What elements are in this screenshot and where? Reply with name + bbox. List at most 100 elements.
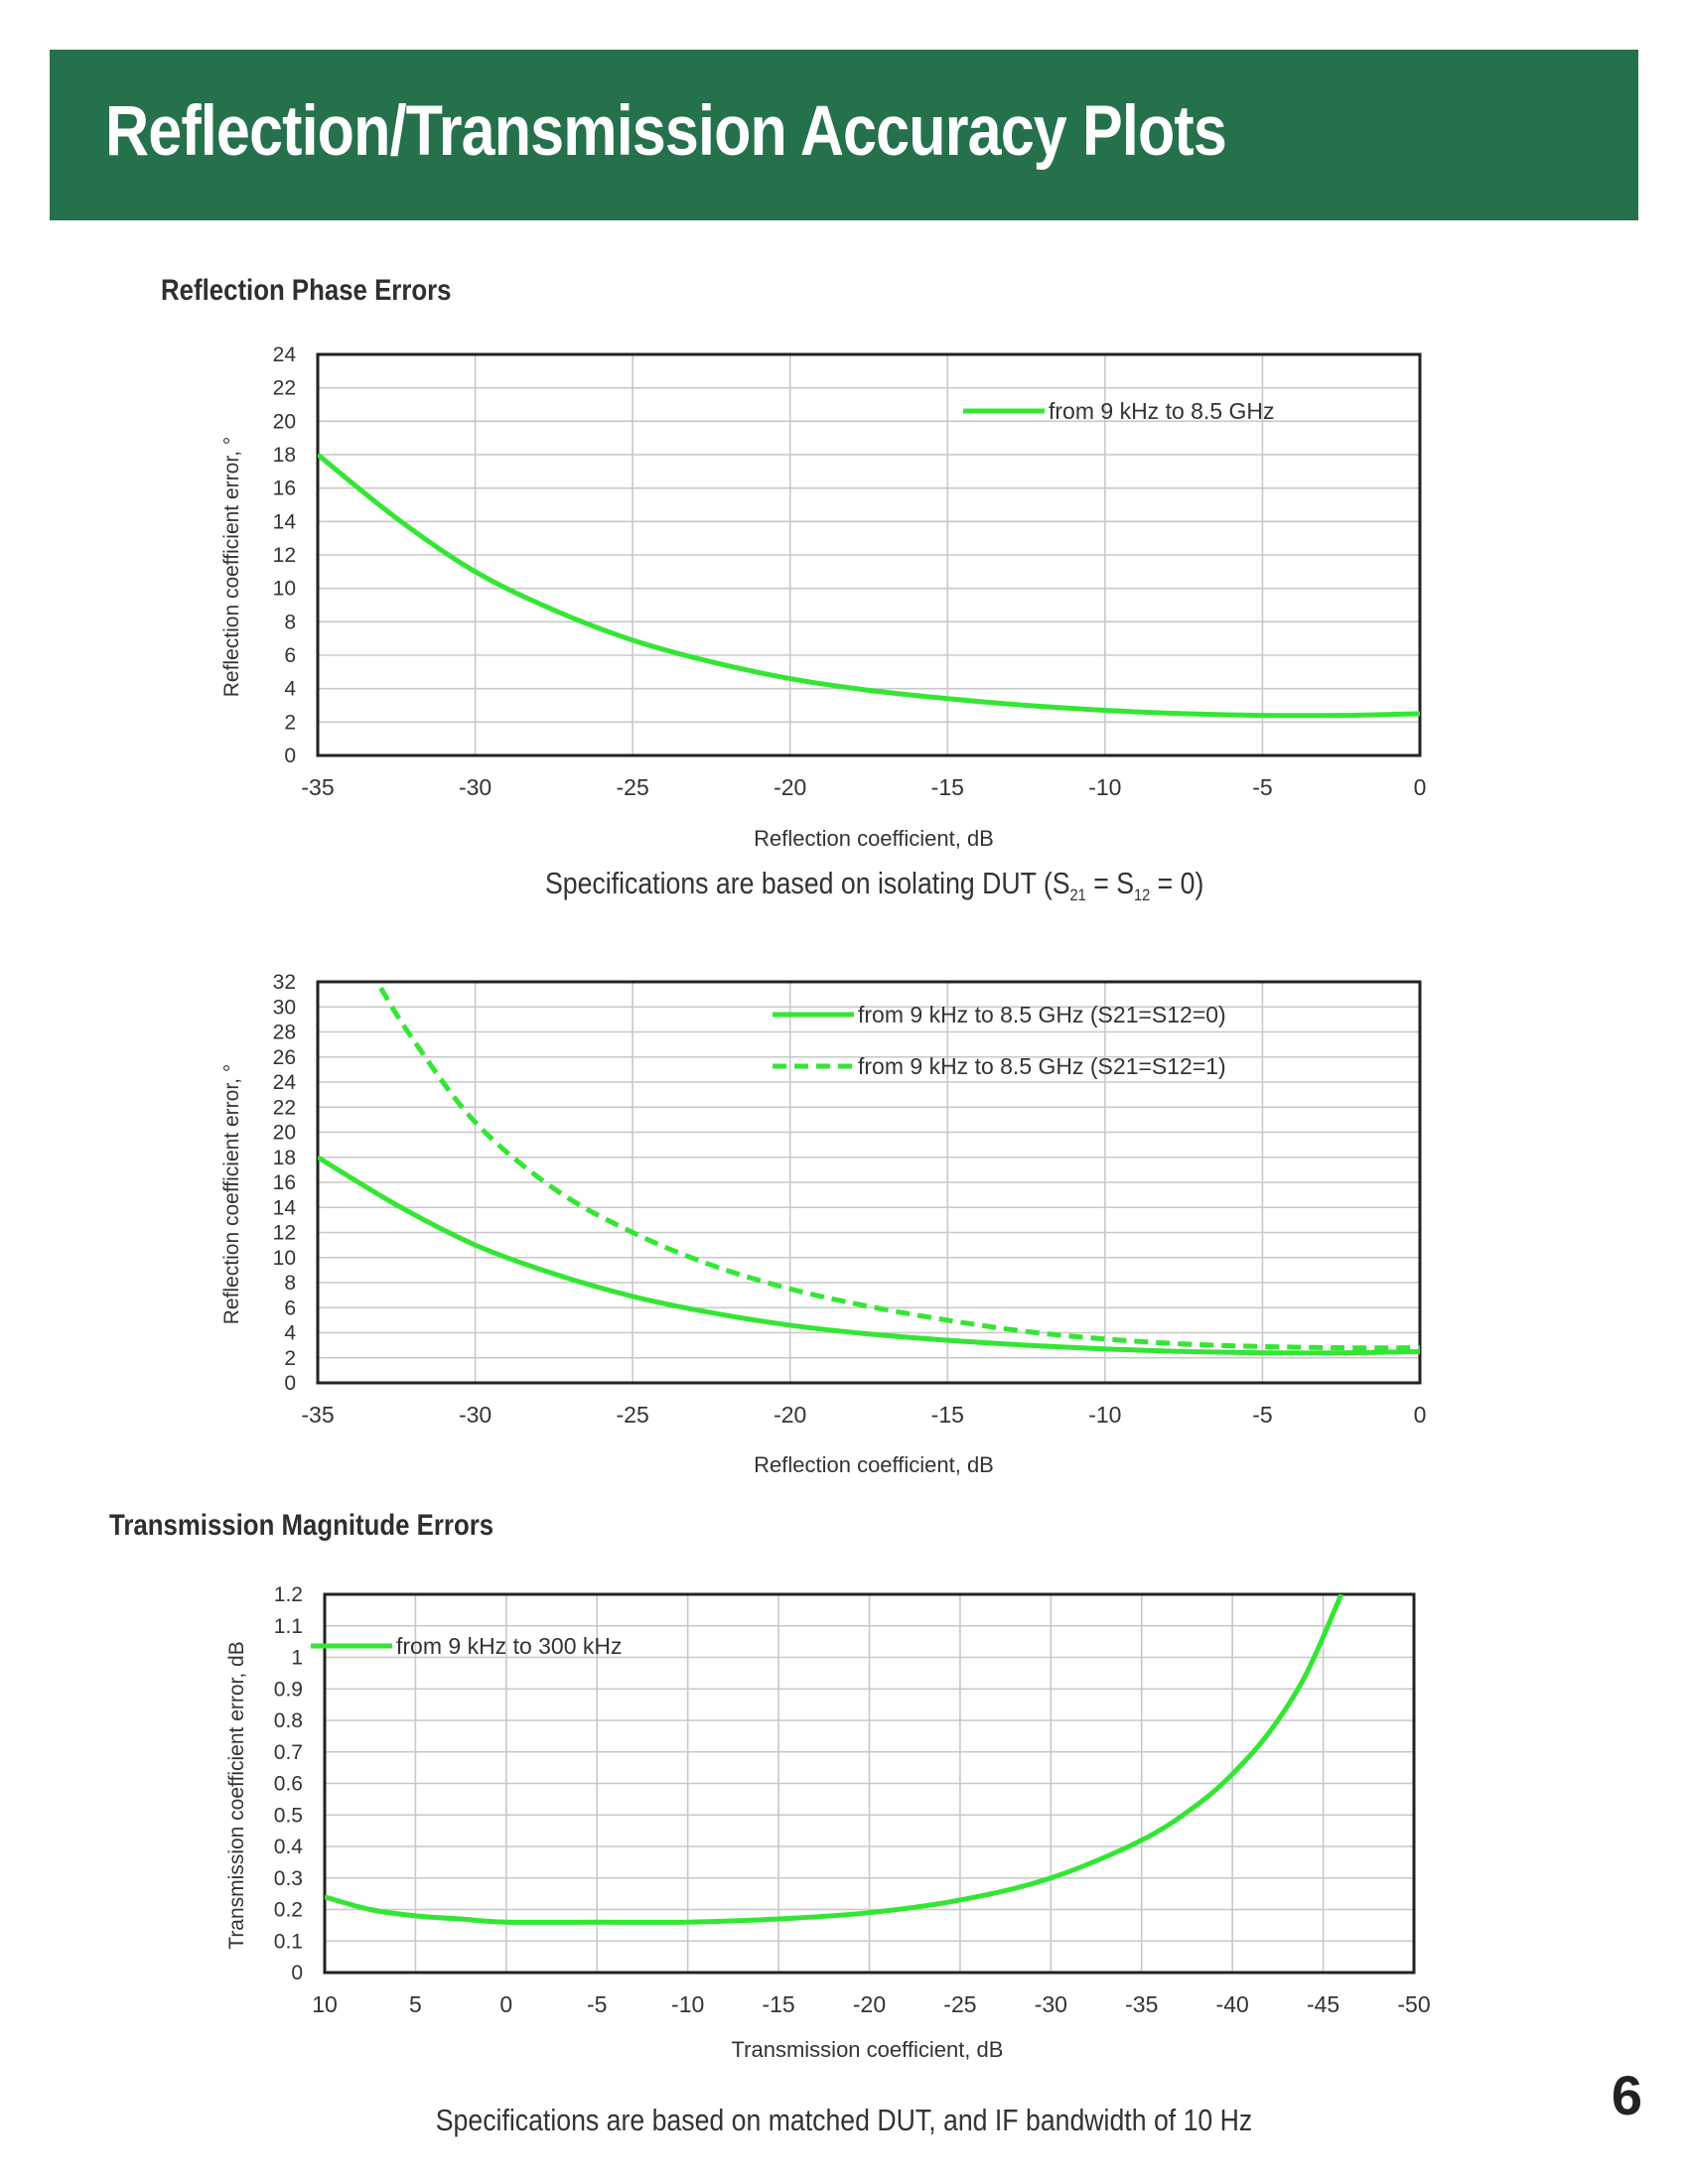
x-tick-label: -30 [1035, 1991, 1067, 2017]
y-tick-label: 18 [273, 444, 296, 467]
series-line-1 [325, 1594, 1344, 1925]
y-tick-label: 10 [273, 578, 296, 601]
y-tick-label: 8 [284, 611, 296, 633]
y-tick-label: 10 [273, 1247, 296, 1270]
y-tick-label: 18 [273, 1147, 296, 1169]
x-tick-label: -50 [1397, 1991, 1430, 2017]
plot-frame [316, 352, 1422, 757]
y-tick-label: 0.2 [274, 1899, 303, 1922]
y-axis-title: Reflection coefficient error, ° [220, 437, 243, 697]
y-tick-label: 6 [284, 644, 296, 667]
y-tick-label: 22 [273, 377, 296, 400]
x-tick-label: -20 [853, 1991, 886, 2017]
x-axis-title: Reflection coefficient, dB [754, 1452, 994, 1477]
series-line-1 [318, 453, 1420, 719]
chart-3: 0 0.1 0.2 0.3 0.4 0.5 0.6 0.7 0.8 0.9 1 1.1 1.2 10 5 0 -… [225, 1583, 1431, 2062]
x-tick-label: -15 [762, 1991, 794, 2017]
y-tick-label: 0.5 [274, 1804, 303, 1827]
x-axis-title: Transmission coefficient, dB [732, 2037, 1004, 2062]
y-tick-label: 0 [284, 1372, 296, 1395]
x-tick-label: -10 [671, 1991, 704, 2017]
y-tick-label: 0.4 [274, 1836, 304, 1858]
y-tick-label: 6 [284, 1297, 296, 1319]
x-tick-label: -5 [1252, 774, 1272, 800]
y-tick-label: 0.6 [274, 1773, 303, 1796]
series-line-1 [318, 1155, 1420, 1356]
y-tick-label: 12 [273, 1222, 296, 1245]
y-tick-label: 26 [273, 1046, 296, 1069]
legend-label-1: from 9 kHz to 300 kHz [396, 1633, 623, 1659]
y-tick-label: 0.7 [274, 1741, 303, 1764]
x-tick-label: -25 [617, 1402, 649, 1428]
x-axis-title: Reflection coefficient, dB [754, 826, 994, 851]
x-tick-label: -25 [617, 774, 649, 800]
y-tick-label: 1.2 [274, 1583, 303, 1606]
y-tick-label: 12 [273, 544, 296, 567]
y-tick-label: 4 [284, 1322, 296, 1345]
y-tick-label: 14 [273, 510, 297, 533]
y-tick-label: 2 [284, 711, 296, 734]
y-tick-label: 28 [273, 1022, 296, 1044]
legend-label-1: from 9 kHz to 8.5 GHz (S21=S12=0) [858, 1002, 1226, 1027]
caption-isolating-dut: Specifications are based on isolating DU… [545, 866, 1204, 905]
plot-frame [316, 980, 1422, 1385]
y-tick-label: 4 [284, 678, 296, 701]
section-title-reflection-phase: Reflection Phase Errors [161, 274, 452, 307]
series-line-2 [378, 986, 1420, 1351]
y-tick-label: 24 [273, 1071, 297, 1094]
y-tick-label: 22 [273, 1096, 296, 1119]
x-tick-label: -15 [931, 774, 964, 800]
x-tick-label: -10 [1088, 774, 1121, 800]
x-tick-label: -35 [301, 1402, 334, 1428]
x-tick-label: -35 [1125, 1991, 1158, 2017]
y-tick-label: 8 [284, 1272, 296, 1295]
page-number: 6 [1611, 2064, 1642, 2126]
y-tick-label: 1 [291, 1647, 303, 1670]
plot-frame [323, 1592, 1416, 1975]
page-title: Reflection/Transmission Accuracy Plots [105, 92, 1227, 171]
y-tick-label: 0 [284, 745, 296, 767]
y-tick-label: 20 [273, 1122, 296, 1145]
y-tick-label: 0.1 [274, 1930, 303, 1953]
section-title-transmission-magnitude: Transmission Magnitude Errors [109, 1509, 494, 1542]
x-tick-label: 5 [409, 1991, 422, 2017]
x-tick-label: 0 [1414, 1402, 1427, 1428]
y-tick-label: 16 [273, 478, 296, 500]
x-tick-label: -35 [301, 774, 334, 800]
x-tick-label: 0 [1414, 774, 1427, 800]
title-banner [50, 50, 1638, 220]
x-tick-label: -10 [1088, 1402, 1121, 1428]
x-tick-label: -15 [931, 1402, 964, 1428]
x-tick-label: -5 [1252, 1402, 1272, 1428]
x-tick-label: 0 [499, 1991, 512, 2017]
x-tick-label: -20 [774, 1402, 806, 1428]
y-axis-title: Reflection coefficient error, ° [220, 1064, 243, 1324]
legend-label-1: from 9 kHz to 8.5 GHz [1049, 398, 1275, 424]
y-tick-label: 32 [273, 971, 296, 994]
y-tick-label: 1.1 [274, 1615, 303, 1638]
y-tick-label: 20 [273, 410, 296, 433]
y-tick-label: 16 [273, 1171, 296, 1194]
x-tick-label: 10 [312, 1991, 338, 2017]
y-tick-label: 0.3 [274, 1867, 303, 1890]
x-tick-label: -5 [587, 1991, 607, 2017]
y-tick-label: 14 [273, 1196, 297, 1219]
legend-label-2: from 9 kHz to 8.5 GHz (S21=S12=1) [858, 1053, 1226, 1079]
y-tick-label: 0.8 [274, 1709, 303, 1732]
x-tick-label: -30 [459, 774, 492, 800]
y-tick-label: 0.9 [274, 1678, 303, 1701]
y-axis-title: Transmission coefficient error, dB [225, 1641, 248, 1949]
x-tick-label: -45 [1307, 1991, 1339, 2017]
y-tick-label: 30 [273, 996, 296, 1019]
x-tick-label: -20 [774, 774, 806, 800]
x-tick-label: -30 [459, 1402, 492, 1428]
x-tick-label: -40 [1216, 1991, 1249, 2017]
y-tick-label: 24 [273, 343, 297, 366]
x-tick-label: -25 [943, 1991, 976, 2017]
y-tick-label: 2 [284, 1347, 296, 1370]
caption-matched-dut: Specifications are based on matched DUT,… [435, 2103, 1253, 2137]
y-tick-label: 0 [291, 1962, 303, 1984]
